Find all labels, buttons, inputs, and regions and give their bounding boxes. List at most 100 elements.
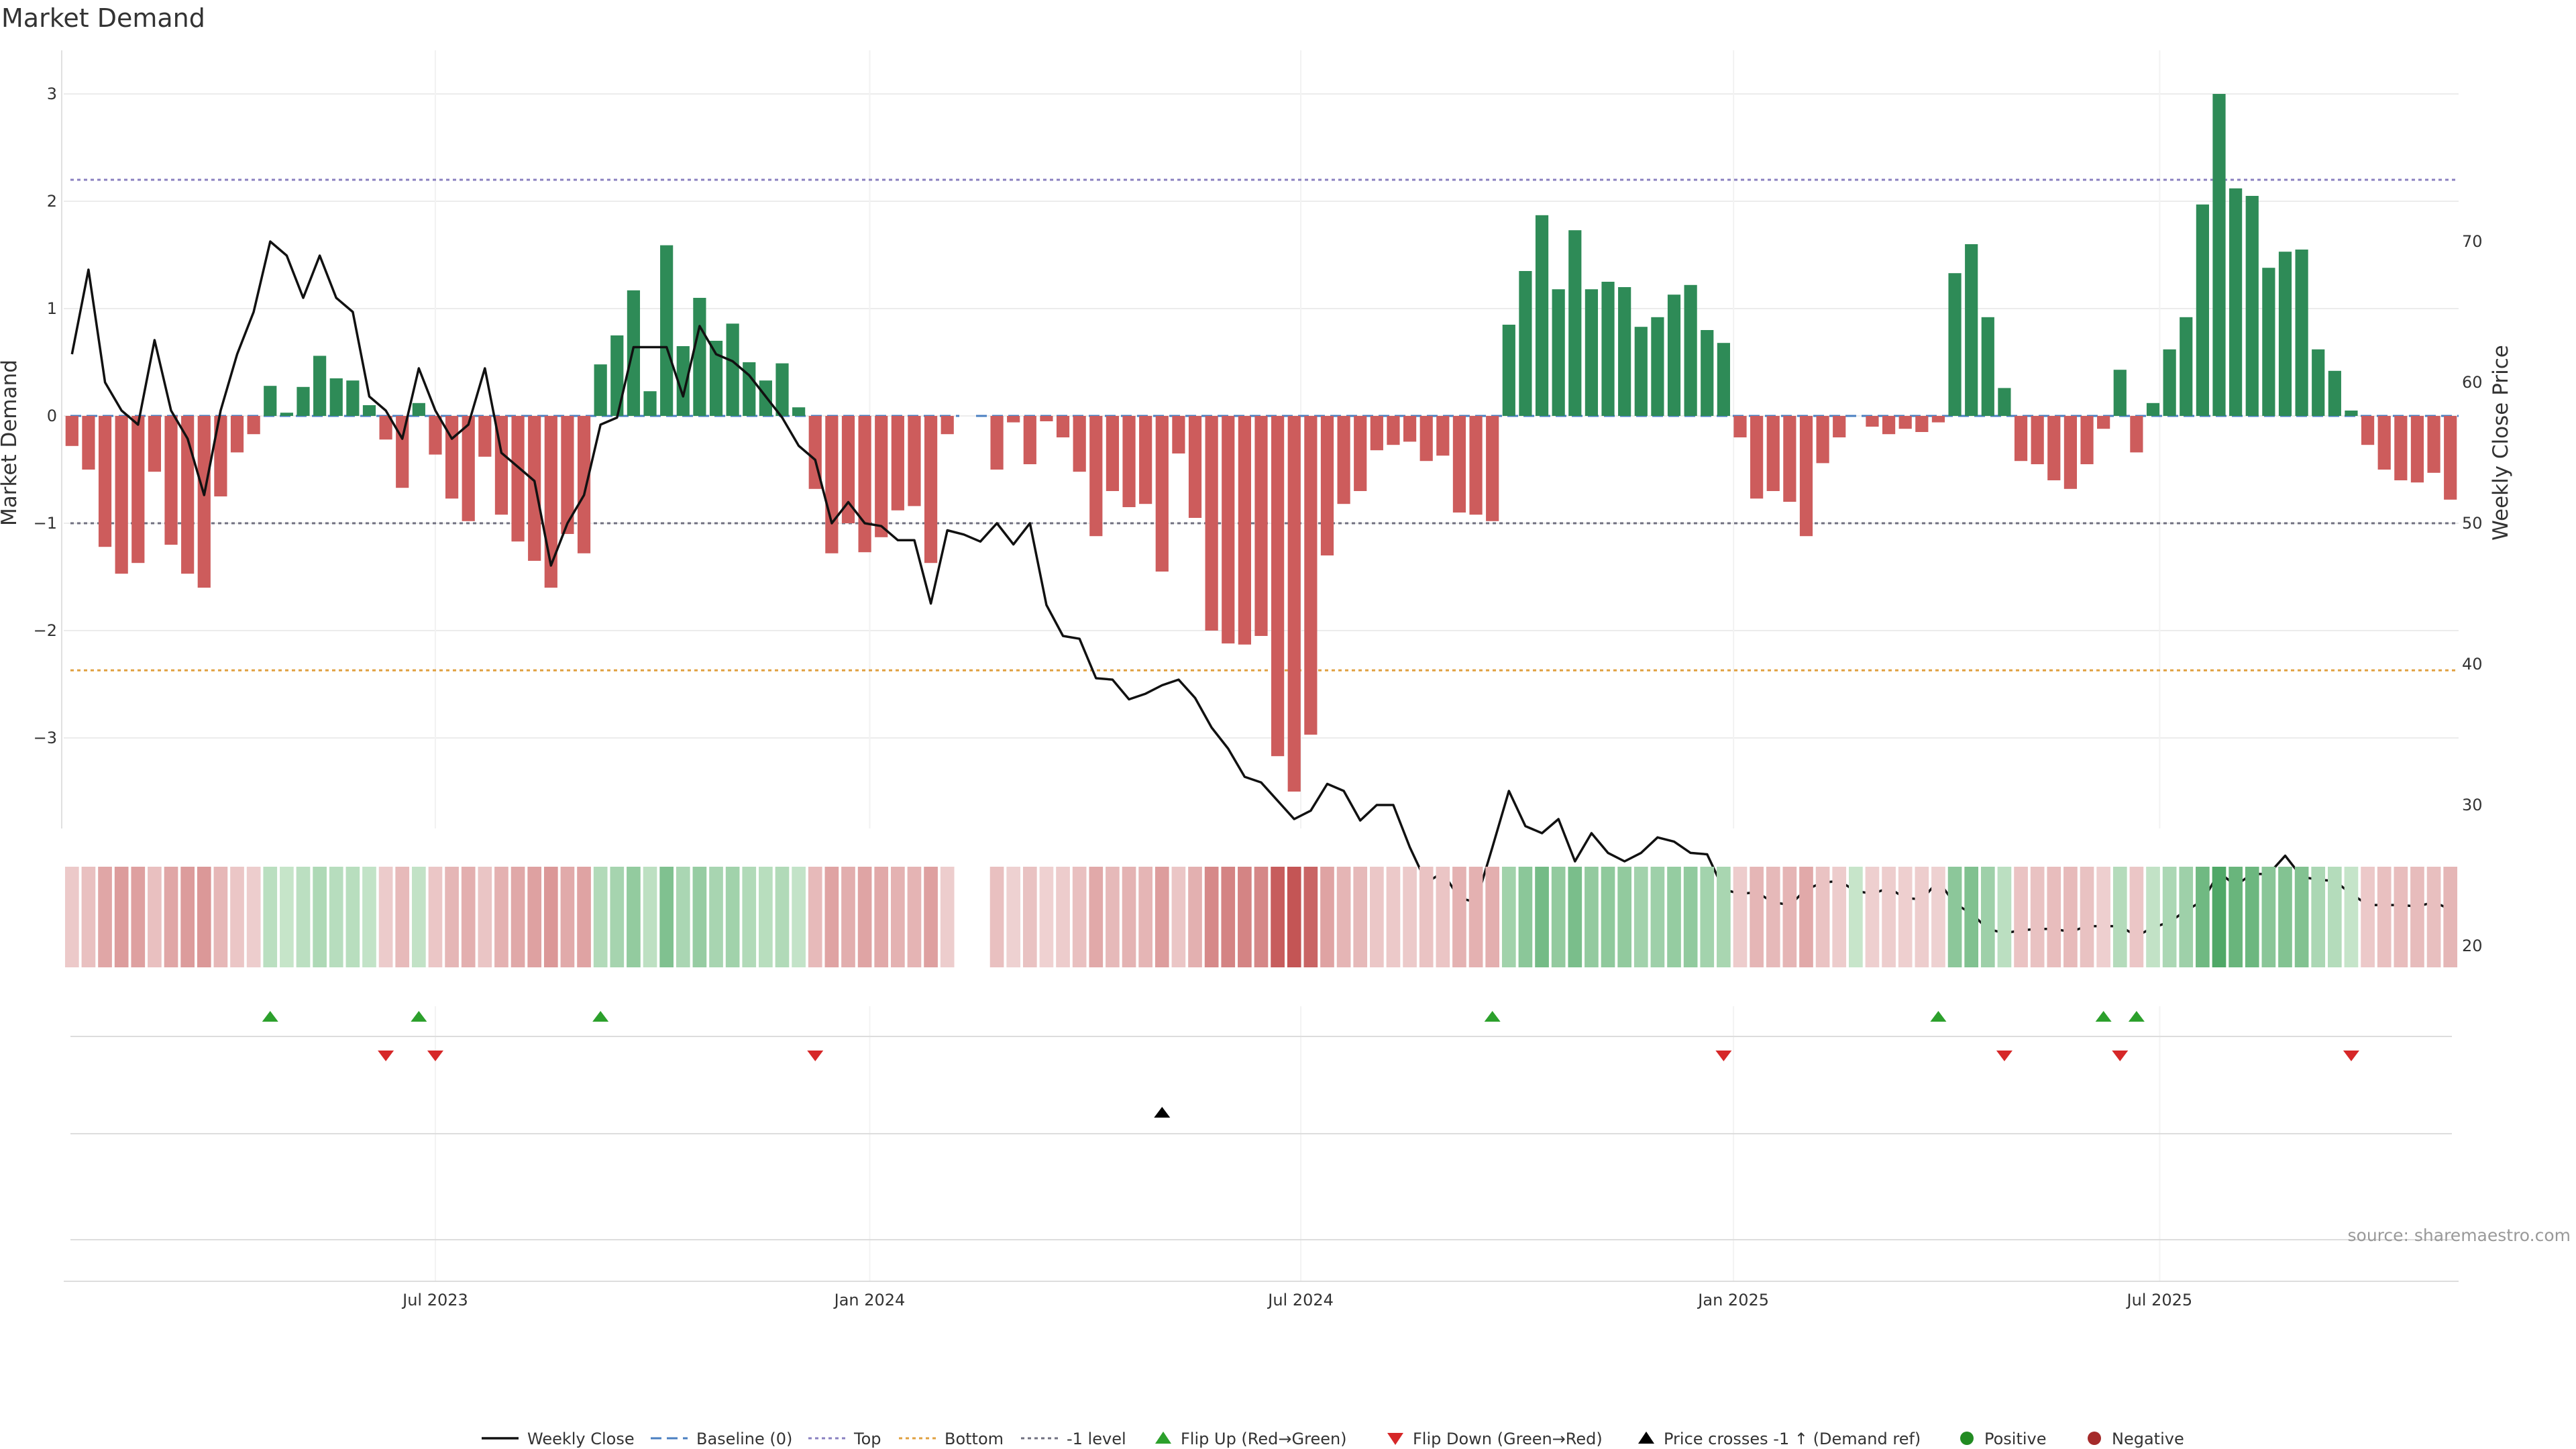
negative-demand-bar: [1007, 416, 1020, 423]
heat-strip-cell: [1022, 867, 1037, 967]
legend-flip-up: Flip Up (Red→Green): [1155, 1430, 1347, 1448]
heat-strip-cell: [824, 867, 839, 967]
heat-strip-cell: [1650, 867, 1665, 967]
legend-swatch: [1387, 1433, 1403, 1445]
positive-demand-bar: [1634, 327, 1648, 416]
legend-label: Weekly Close: [527, 1430, 635, 1448]
heat-strip-cell: [2311, 867, 2326, 967]
heat-strip-cell: [246, 867, 261, 967]
positive-demand-bar: [2163, 349, 2176, 416]
negative-demand-bar: [1833, 416, 1846, 437]
heat-strip-cell: [1238, 867, 1252, 967]
negative-demand-bar: [1073, 416, 1086, 472]
negative-demand-bar: [561, 416, 574, 534]
heat-strip-cell: [676, 867, 690, 967]
heat-strip-cell: [197, 867, 211, 967]
heat-strip-cell: [659, 867, 674, 967]
heat-strip-cell: [180, 867, 195, 967]
heat-strip-cell: [725, 867, 740, 967]
heat-strip-cell: [230, 867, 244, 967]
negative-demand-bar: [1370, 416, 1383, 451]
heat-strip-cell: [2014, 867, 2028, 967]
legend-label: Flip Down (Green→Red): [1413, 1430, 1603, 1448]
positive-demand-bar: [1965, 244, 1978, 416]
heat-strip-cell: [1733, 867, 1748, 967]
negative-demand-bar: [2361, 416, 2375, 445]
negative-demand-bar: [1898, 416, 1912, 429]
heat-strip-cell: [1551, 867, 1566, 967]
heat-strip-cell: [1849, 867, 1863, 967]
heat-strip-cell: [2162, 867, 2177, 967]
negative-demand-bar: [841, 416, 855, 523]
x-tick-label: Jul 2023: [401, 1291, 468, 1309]
heat-strip-cell: [1386, 867, 1401, 967]
positive-demand-bar: [412, 402, 425, 416]
negative-demand-bar: [1205, 416, 1218, 631]
heat-strip-cell: [610, 867, 625, 967]
negative-demand-bar: [115, 416, 128, 574]
heat-strip-cell: [1915, 867, 1929, 967]
right-y-tick-label: 40: [2462, 655, 2483, 674]
negative-demand-bar: [1089, 416, 1103, 537]
positive-demand-bar: [1667, 294, 1681, 416]
positive-demand-bar: [1948, 273, 1962, 416]
positive-demand-bar: [313, 356, 327, 416]
negative-demand-bar: [891, 416, 904, 511]
heat-strip-cell: [643, 867, 657, 967]
heat-strip-cell: [1980, 867, 1995, 967]
negative-demand-bar: [1139, 416, 1152, 504]
positive-demand-bar: [1998, 388, 2011, 416]
heat-strip-cell: [2245, 867, 2259, 967]
heat-strip-cell: [2080, 867, 2094, 967]
positive-demand-bar: [1502, 325, 1515, 416]
legend-label: -1 level: [1067, 1430, 1126, 1448]
positive-demand-bar: [2245, 196, 2259, 416]
heat-strip-cell: [2229, 867, 2243, 967]
negative-demand-bar: [2047, 416, 2061, 480]
positive-demand-bar: [775, 363, 789, 416]
heat-strip-cell: [296, 867, 311, 967]
left-y-tick-label: −1: [34, 514, 57, 533]
negative-demand-bar: [577, 416, 591, 553]
flip-down-marker: [807, 1051, 824, 1061]
legend-flip-down: Flip Down (Green→Red): [1387, 1430, 1603, 1448]
negative-demand-bar: [1337, 416, 1350, 504]
heat-strip-cell: [2443, 867, 2458, 967]
legend-swatch: [2088, 1432, 2101, 1445]
right-y-tick-label: 30: [2462, 796, 2483, 814]
grid-lines: [64, 50, 2459, 1281]
chart-title: Market Demand: [1, 3, 205, 33]
heat-strip-cell: [1633, 867, 1648, 967]
right-y-tick-label: 70: [2462, 232, 2483, 251]
positive-demand-bar: [726, 323, 739, 416]
right-y-tick-label: 60: [2462, 373, 2483, 392]
positive-demand-bar: [1618, 287, 1631, 416]
flip-up-marker: [1484, 1011, 1501, 1022]
heat-strip-cell: [1039, 867, 1054, 967]
heat-strip-cell: [1468, 867, 1483, 967]
heat-strip-cell: [627, 867, 641, 967]
heat-strip-cell: [428, 867, 443, 967]
positive-demand-bar: [676, 346, 690, 416]
negative-demand-bar: [396, 416, 409, 488]
positive-demand-bar: [2229, 188, 2243, 416]
negative-demand-bar: [1882, 416, 1896, 435]
positive-demand-bar: [2196, 204, 2209, 416]
positive-demand-bar: [594, 364, 607, 416]
heat-strip-cell: [775, 867, 790, 967]
heat-strip-cell: [1287, 867, 1301, 967]
legend-label: Price crosses -1 ↑ (Demand ref): [1664, 1430, 1921, 1448]
heat-strip-cell: [1155, 867, 1169, 967]
legend-top: Top: [808, 1430, 881, 1448]
legend-label: Bottom: [945, 1430, 1004, 1448]
left-y-tick-label: 1: [47, 299, 57, 318]
negative-demand-bar: [1783, 416, 1796, 502]
positive-demand-bar: [280, 413, 293, 416]
heat-strip-cell: [2112, 867, 2127, 967]
legend-positive: Positive: [1960, 1430, 2047, 1448]
positive-demand-bar: [2180, 317, 2193, 416]
heat-strip-cell: [1452, 867, 1466, 967]
heat-strip-cell: [445, 867, 459, 967]
heat-strip-cell: [1815, 867, 1830, 967]
